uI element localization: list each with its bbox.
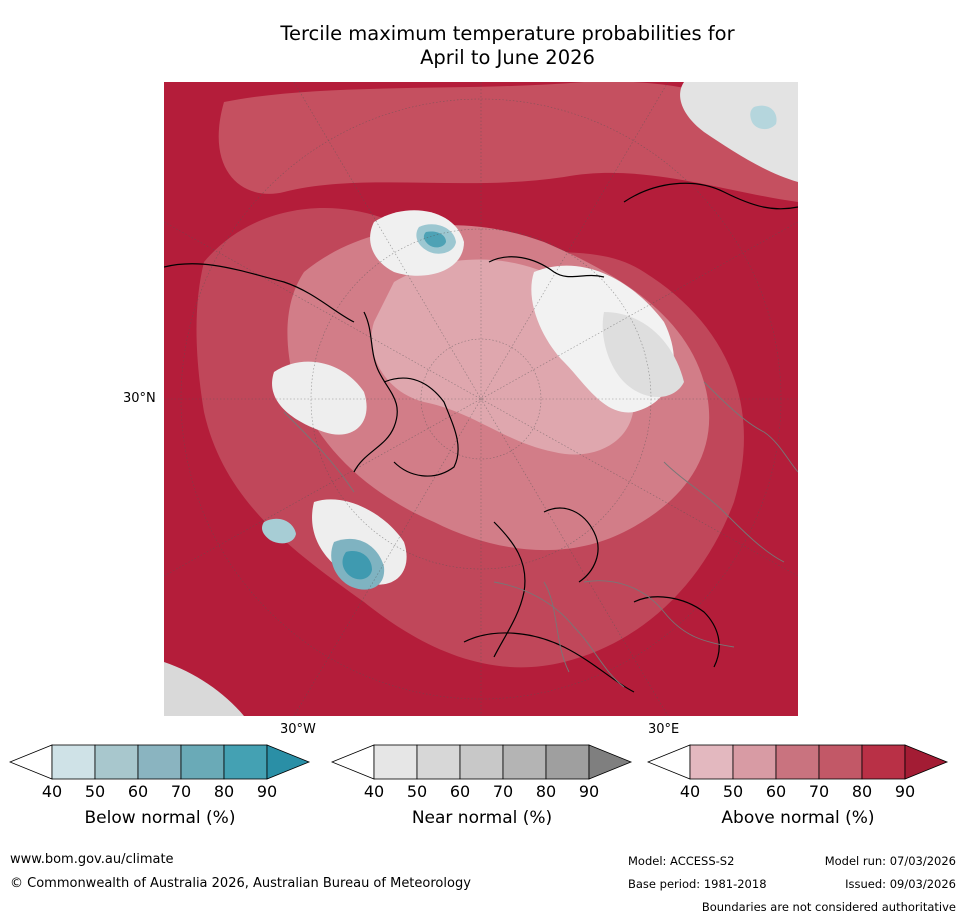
region-below-atlantic-core <box>342 551 372 580</box>
tick-label: 40 <box>41 782 63 801</box>
above-swatch-3 <box>775 744 820 780</box>
below-swatch-2 <box>94 744 139 780</box>
near-extend-high <box>588 744 633 780</box>
near-swatch-1 <box>373 744 418 780</box>
near-swatch-5 <box>545 744 590 780</box>
below-swatch-4 <box>180 744 225 780</box>
base-period-text: Base period: 1981-2018 <box>628 877 767 891</box>
below-swatch-3 <box>137 744 182 780</box>
legend-label-below: Below normal (%) <box>84 808 236 828</box>
lon-label-30e: 30°E <box>648 722 680 737</box>
ticks-above: 40 50 60 70 80 90 <box>647 782 949 802</box>
coastlines <box>164 182 798 693</box>
tick-label: 70 <box>808 782 830 801</box>
below-extend-high <box>266 744 311 780</box>
colorbar-below <box>9 744 311 782</box>
probability-map <box>164 82 798 716</box>
tick-label: 90 <box>578 782 600 801</box>
region-above-medium-north <box>218 82 798 202</box>
legend-label-near: Near normal (%) <box>411 808 553 828</box>
region-near-grey-bottomleft <box>164 662 244 716</box>
above-swatch-5 <box>861 744 906 780</box>
colorbar-above <box>647 744 949 782</box>
above-swatch-2 <box>732 744 777 780</box>
ticks-near: 40 50 60 70 80 90 <box>331 782 633 802</box>
near-swatch-4 <box>502 744 547 780</box>
tick-label: 60 <box>765 782 787 801</box>
model-text: Model: ACCESS-S2 <box>628 854 735 868</box>
colorbar-above-svg <box>647 744 949 780</box>
region-near-white-canada <box>272 361 367 435</box>
lat-label-30n: 30°N <box>123 391 156 406</box>
tick-label: 40 <box>679 782 701 801</box>
issued-text: Issued: 09/03/2026 <box>845 877 956 891</box>
region-below-arctic-core <box>423 231 446 248</box>
tick-label: 90 <box>894 782 916 801</box>
below-swatch-1 <box>51 744 96 780</box>
tick-label: 80 <box>535 782 557 801</box>
below-swatch-5 <box>223 744 268 780</box>
below-extend-low <box>9 744 53 780</box>
near-swatch-2 <box>416 744 461 780</box>
tick-label: 70 <box>170 782 192 801</box>
website-link[interactable]: www.bom.gov.au/climate <box>10 852 174 867</box>
country-borders <box>283 381 798 688</box>
title-line-2: April to June 2026 <box>420 46 595 69</box>
graticule <box>164 82 798 716</box>
tick-label: 50 <box>406 782 428 801</box>
above-swatch-4 <box>818 744 863 780</box>
tick-label: 80 <box>213 782 235 801</box>
tick-label: 70 <box>492 782 514 801</box>
above-swatch-1 <box>689 744 734 780</box>
tick-label: 60 <box>449 782 471 801</box>
near-extend-low <box>331 744 375 780</box>
colorbar-near-svg <box>331 744 633 780</box>
tick-label: 50 <box>84 782 106 801</box>
region-below-northeast <box>750 105 777 130</box>
legend-label-above: Above normal (%) <box>721 808 875 828</box>
tick-label: 50 <box>722 782 744 801</box>
above-extend-high <box>904 744 949 780</box>
model-run-text: Model run: 07/03/2026 <box>824 854 956 868</box>
near-swatch-3 <box>459 744 504 780</box>
copyright-text: © Commonwealth of Australia 2026, Austra… <box>10 876 471 891</box>
tick-label: 60 <box>127 782 149 801</box>
colorbar-below-svg <box>9 744 311 780</box>
chart-title: Tercile maximum temperature probabilitie… <box>160 22 855 70</box>
above-extend-low <box>647 744 691 780</box>
tick-label: 90 <box>256 782 278 801</box>
region-below-canada <box>262 518 296 544</box>
colorbar-near <box>331 744 633 782</box>
title-line-1: Tercile maximum temperature probabilitie… <box>280 22 735 45</box>
ticks-below: 40 50 60 70 80 90 <box>9 782 311 802</box>
tick-label: 40 <box>363 782 385 801</box>
region-near-grey-east <box>602 312 684 397</box>
region-near-grey-topright <box>680 82 798 182</box>
lon-label-30w: 30°W <box>280 722 316 737</box>
disclaimer-text: Boundaries are not considered authoritat… <box>701 900 956 914</box>
tick-label: 80 <box>851 782 873 801</box>
